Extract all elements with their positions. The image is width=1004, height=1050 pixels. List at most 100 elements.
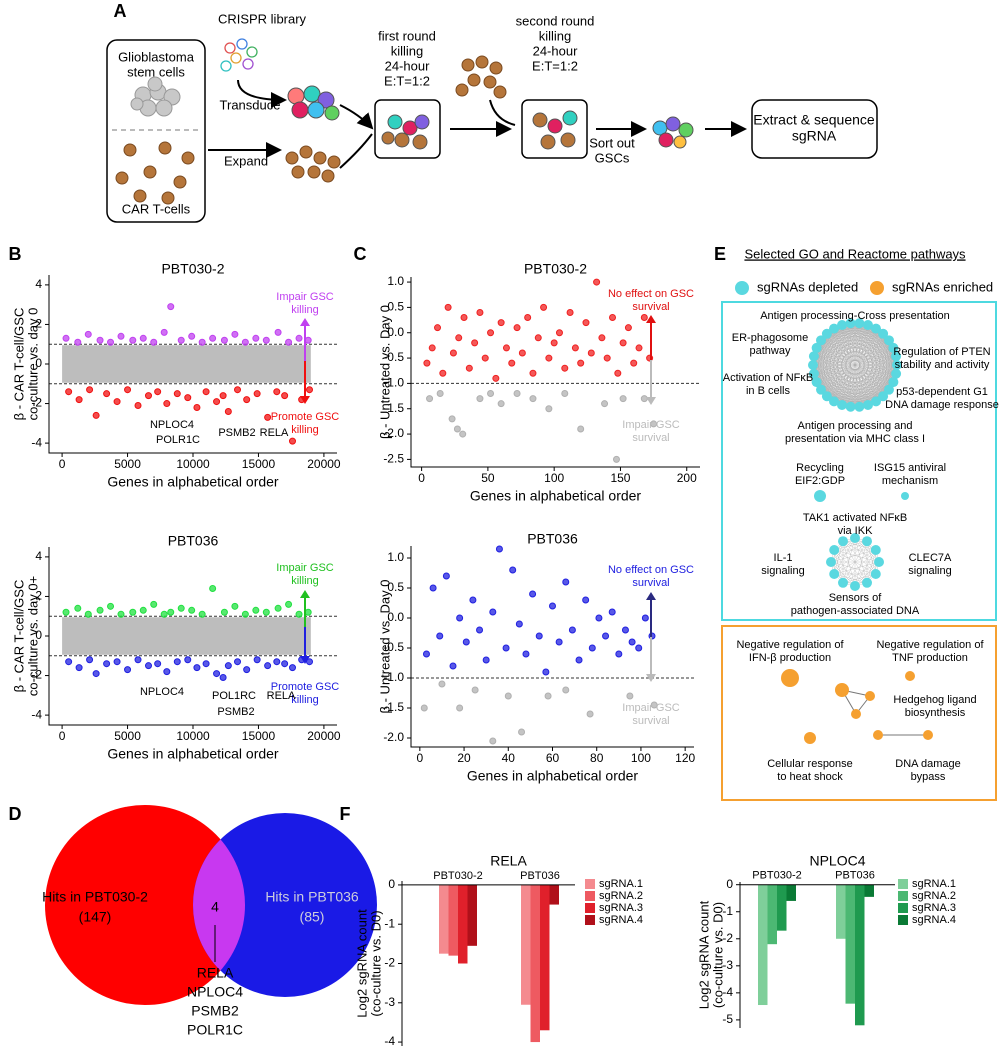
point <box>509 566 517 574</box>
point <box>113 658 121 666</box>
point <box>460 314 468 322</box>
point <box>601 400 609 408</box>
point <box>150 600 158 608</box>
point <box>586 710 594 718</box>
point <box>134 402 142 410</box>
network-node <box>821 328 832 339</box>
network-node <box>871 323 881 334</box>
point <box>522 650 530 658</box>
point <box>497 400 505 408</box>
y-axis-label: co-culture vs. day 0+ <box>25 576 40 696</box>
category-label: PBT030-2 <box>752 870 802 882</box>
point <box>243 396 251 404</box>
venn-overlap: 4 <box>211 899 219 915</box>
point <box>224 407 232 415</box>
annotation: POLR1C <box>156 434 200 446</box>
network-node <box>888 377 899 388</box>
point <box>444 303 452 311</box>
network-node <box>845 318 856 329</box>
y-tick-label: -2.0 <box>383 426 404 440</box>
point <box>449 349 457 357</box>
bar <box>758 884 768 1006</box>
point <box>274 328 282 336</box>
point <box>65 658 73 666</box>
pathway-label: IFN-β production <box>749 652 831 664</box>
annotation: survival <box>632 715 669 727</box>
point <box>476 395 484 403</box>
network-edge <box>859 325 869 407</box>
point <box>544 692 552 700</box>
point <box>434 324 442 332</box>
gene-label: POLR1C <box>187 1022 243 1038</box>
legend-swatch <box>898 915 908 925</box>
pathway-label: Negative regulation of <box>736 639 844 651</box>
x-tick-label: 15000 <box>242 729 276 743</box>
network-node <box>862 399 873 410</box>
point <box>177 604 185 612</box>
point <box>482 656 490 664</box>
bar <box>845 884 855 1004</box>
point <box>502 644 510 652</box>
network-edge <box>833 340 890 402</box>
point <box>641 614 649 622</box>
y-tick-label: -2 <box>31 396 42 410</box>
network-node <box>862 577 872 588</box>
network-node <box>883 335 894 346</box>
point <box>588 644 596 652</box>
y-axis-label: (co-culture vs. D0) <box>368 910 383 1016</box>
network-edge <box>826 333 869 406</box>
bar <box>448 884 458 956</box>
x-tick-label: 0 <box>59 457 66 471</box>
point <box>103 390 111 398</box>
network-edge <box>834 537 856 575</box>
network-node <box>816 384 827 395</box>
bar <box>458 884 468 964</box>
venn-label: (85) <box>300 909 325 925</box>
point <box>75 396 83 404</box>
point <box>96 336 104 344</box>
point <box>264 413 272 421</box>
network-node <box>854 318 865 329</box>
arrow-head <box>646 315 656 323</box>
y-axis-label: Log2 sgRNA count <box>354 909 369 1018</box>
point <box>219 674 227 682</box>
point <box>74 604 82 612</box>
point <box>252 606 260 614</box>
pathway-label: pathway <box>750 345 791 357</box>
point <box>306 658 314 666</box>
x-tick-label: 80 <box>590 751 604 765</box>
point <box>438 680 446 688</box>
network-edge <box>834 549 880 563</box>
point <box>62 608 70 616</box>
point <box>575 656 583 664</box>
pathway-label: stability and activity <box>895 359 990 371</box>
network-edge <box>850 356 897 407</box>
network-edge <box>830 541 868 563</box>
point <box>577 425 585 433</box>
annotation: NPLOC4 <box>150 419 194 431</box>
point <box>198 610 206 618</box>
network-edge <box>833 328 890 390</box>
diagram-label: first round <box>378 28 436 43</box>
x-tick-label: 40 <box>502 751 516 765</box>
bar <box>855 884 865 1026</box>
network-edge <box>813 328 877 357</box>
point <box>615 650 623 658</box>
network-edge <box>875 333 884 402</box>
point <box>602 632 610 640</box>
network-edge <box>841 356 897 406</box>
y-axis-label: β - Untreated vs. Day 0 <box>377 305 392 439</box>
network-edge <box>816 328 877 349</box>
pathway-label: Regulation of PTEN <box>893 346 990 358</box>
network-edge <box>816 347 884 397</box>
point <box>456 704 464 712</box>
panel-label: F <box>340 804 351 824</box>
point <box>306 386 314 394</box>
network-edge <box>850 347 894 407</box>
network-edge <box>854 549 876 587</box>
annotation: Promote GSC <box>271 681 340 693</box>
network-edge <box>816 347 897 357</box>
network-edge <box>813 324 869 374</box>
network-edge <box>830 549 876 563</box>
pathway-label: p53-dependent G1 <box>896 386 988 398</box>
